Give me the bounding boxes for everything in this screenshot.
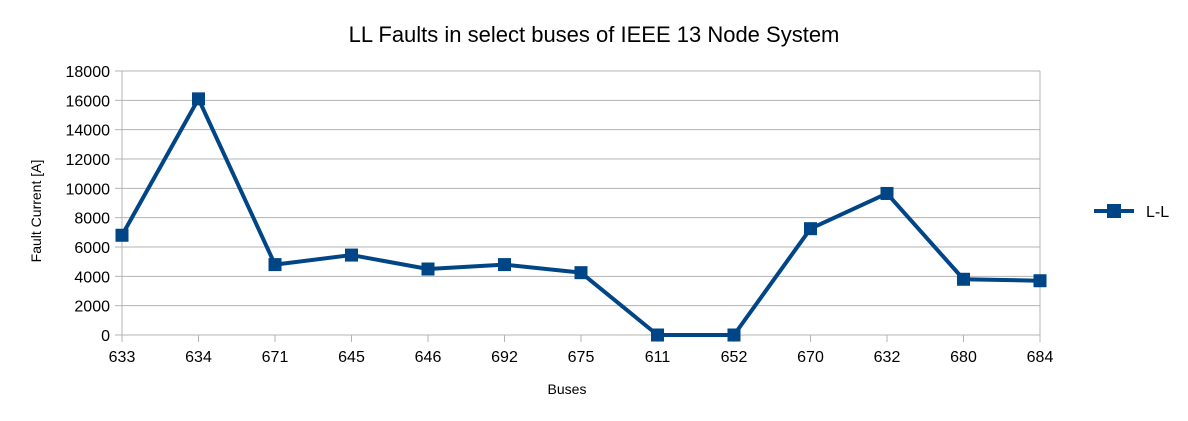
x-tick-label: 634	[185, 349, 212, 366]
y-tick-label: 18000	[66, 64, 111, 81]
y-tick-label: 12000	[66, 152, 111, 169]
data-point	[574, 266, 588, 280]
y-tick-label: 14000	[66, 123, 111, 140]
legend-label-l-l: L-L	[1146, 204, 1169, 221]
series-line-l-l	[120, 96, 1041, 337]
x-tick-label: 646	[415, 349, 442, 366]
x-tick-label: 675	[568, 349, 595, 366]
data-point	[651, 328, 664, 342]
y-tick-label: 10000	[66, 181, 111, 198]
y-tick-labels: 0 2000 4000 6000 8000 10000 12000 14000 16000 180…	[66, 64, 111, 345]
data-point	[804, 222, 817, 236]
data-point	[345, 248, 358, 262]
x-tick-label: 633	[109, 349, 136, 366]
data-point	[115, 228, 129, 242]
data-point	[957, 272, 970, 286]
x-tick-label: 632	[874, 349, 901, 366]
y-tick-label: 8000	[74, 211, 110, 228]
y-tick-label: 6000	[74, 240, 110, 257]
y-tick-label: 4000	[74, 269, 110, 286]
data-point	[1033, 274, 1047, 288]
data-point	[727, 328, 741, 342]
data-point	[192, 92, 205, 106]
data-point	[421, 262, 435, 276]
y-tick-label: 0	[101, 328, 110, 345]
data-point	[498, 258, 511, 272]
y-tick-label: 16000	[66, 93, 111, 110]
x-tick-label: 652	[721, 349, 748, 366]
x-tick-label: 611	[645, 349, 671, 366]
x-tick-label: 670	[797, 349, 824, 366]
legend-marker-l-l	[1107, 204, 1121, 218]
y-tick-label: 2000	[74, 299, 110, 316]
x-axis-title: Buses	[548, 381, 587, 397]
legend: L-L	[1094, 204, 1169, 221]
gridlines	[115, 70, 1040, 336]
x-tick-label: 680	[950, 349, 977, 366]
chart-title: LL Faults in select buses of IEEE 13 Nod…	[349, 22, 840, 47]
x-tick-label: 692	[491, 349, 518, 366]
data-point	[880, 186, 894, 200]
y-axis-title: Fault Current [A]	[28, 160, 44, 263]
x-tick-label: 684	[1027, 349, 1054, 366]
x-tick-label: 645	[338, 349, 365, 366]
x-tick-labels: 633 634 671 645 646 692 675 611 652 670 632 680 684	[109, 349, 1054, 366]
axes	[121, 71, 1041, 342]
series-l-l	[115, 92, 1047, 342]
x-tick-label: 671	[262, 349, 289, 366]
data-point	[268, 258, 282, 272]
